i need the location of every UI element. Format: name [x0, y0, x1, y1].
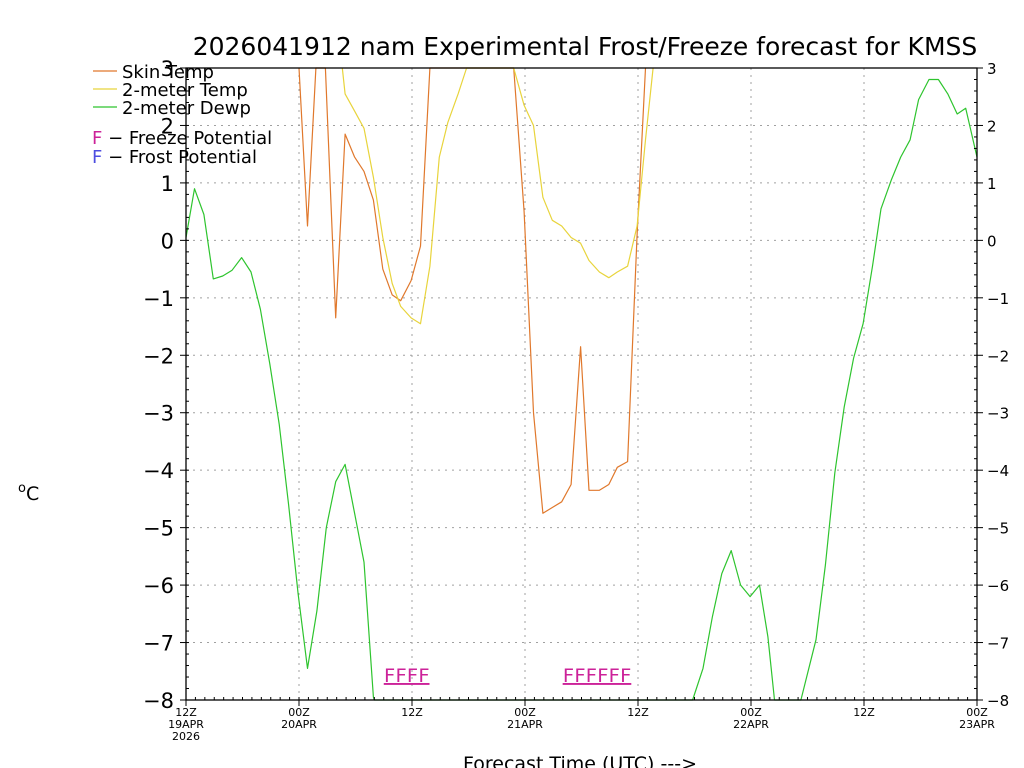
legend-label: Skin Temp: [122, 62, 214, 83]
potential-legend-symbol: F: [92, 147, 102, 168]
x-tick-label: 21APR: [507, 718, 543, 731]
y-tick-label-left: −6: [143, 574, 174, 598]
y-tick-label-right: −5: [987, 520, 1009, 538]
y-tick-label-right: −3: [987, 405, 1009, 423]
potential-legend-text: − Frost Potential: [102, 147, 257, 168]
y-tick-label-right: −4: [987, 462, 1009, 480]
y-tick-label-left: −1: [143, 287, 174, 311]
y-tick-label-right: −7: [987, 635, 1009, 653]
y-tick-label-left: −8: [143, 689, 174, 713]
chart-title: 2026041912 nam Experimental Frost/Freeze…: [193, 32, 978, 61]
x-tick-label: 19APR: [168, 718, 204, 731]
x-tick-label: 2026: [172, 730, 200, 743]
series-line-skin-temp: [298, 67, 647, 514]
x-tick-label: 12Z: [627, 706, 649, 719]
x-tick-label: 23APR: [959, 718, 995, 731]
y-tick-label-left: −3: [143, 402, 174, 426]
y-tick-label-left: −2: [143, 344, 174, 368]
grid: [186, 68, 977, 700]
y-tick-label-right: 0: [987, 232, 997, 250]
x-tick-label: 12Z: [853, 706, 875, 719]
series-line-2-meter-dewp: [185, 78, 978, 701]
legend-label: 2-meter Temp: [122, 80, 248, 101]
y-axis-degree: o: [18, 481, 26, 496]
x-tick-label: 00Z: [288, 706, 310, 719]
x-tick-label: 00Z: [740, 706, 762, 719]
x-tick-label: 00Z: [514, 706, 536, 719]
y-tick-label-right: −1: [987, 290, 1009, 308]
y-tick-label-left: 2: [161, 114, 174, 138]
legend-label: 2-meter Dewp: [122, 98, 251, 119]
y-tick-label-right: 2: [987, 117, 997, 135]
series-group: [185, 67, 978, 701]
y-tick-label-left: 0: [161, 229, 174, 253]
freeze-potential-flags: FFFF FFFFFF: [384, 665, 632, 687]
y-tick-label-right: 1: [987, 175, 997, 193]
y-tick-label-left: 3: [161, 57, 174, 81]
x-tick-label: 12Z: [175, 706, 197, 719]
y-tick-label-right: 3: [987, 60, 997, 78]
y-tick-label-right: −2: [987, 347, 1009, 365]
freeze-flag-run: FFFFFF: [563, 665, 632, 687]
potential-legend-item: F − Freeze Potential: [92, 128, 272, 149]
freeze-flag-run: FFFF: [384, 665, 430, 687]
y-axis-ticks: 3 3 2 2 1 1 0 0 −1 −1 −2 −2 −3 −3 −4 −4 −5 −5 −6 −6 −7 −7 −8 −8: [143, 57, 1009, 713]
y-tick-label-left: 1: [161, 172, 174, 196]
x-tick-label: 20APR: [281, 718, 317, 731]
y-tick-label-left: −4: [143, 459, 174, 483]
x-tick-label: 12Z: [401, 706, 423, 719]
x-tick-label: 00Z: [966, 706, 988, 719]
y-tick-label-right: −8: [987, 692, 1009, 710]
potential-legend-symbol: F: [92, 128, 102, 149]
y-tick-label-right: −6: [987, 577, 1009, 595]
x-axis-label: Forecast Time (UTC) --->: [463, 753, 697, 768]
y-tick-label-left: −7: [143, 632, 174, 656]
y-axis-label: oC: [18, 481, 39, 505]
potential-legend-item: F − Frost Potential: [92, 147, 257, 168]
x-tick-label: 22APR: [733, 718, 769, 731]
potential-legend-text: − Freeze Potential: [102, 128, 272, 149]
y-tick-label-left: −5: [143, 517, 174, 541]
y-axis-unit: C: [26, 483, 39, 505]
